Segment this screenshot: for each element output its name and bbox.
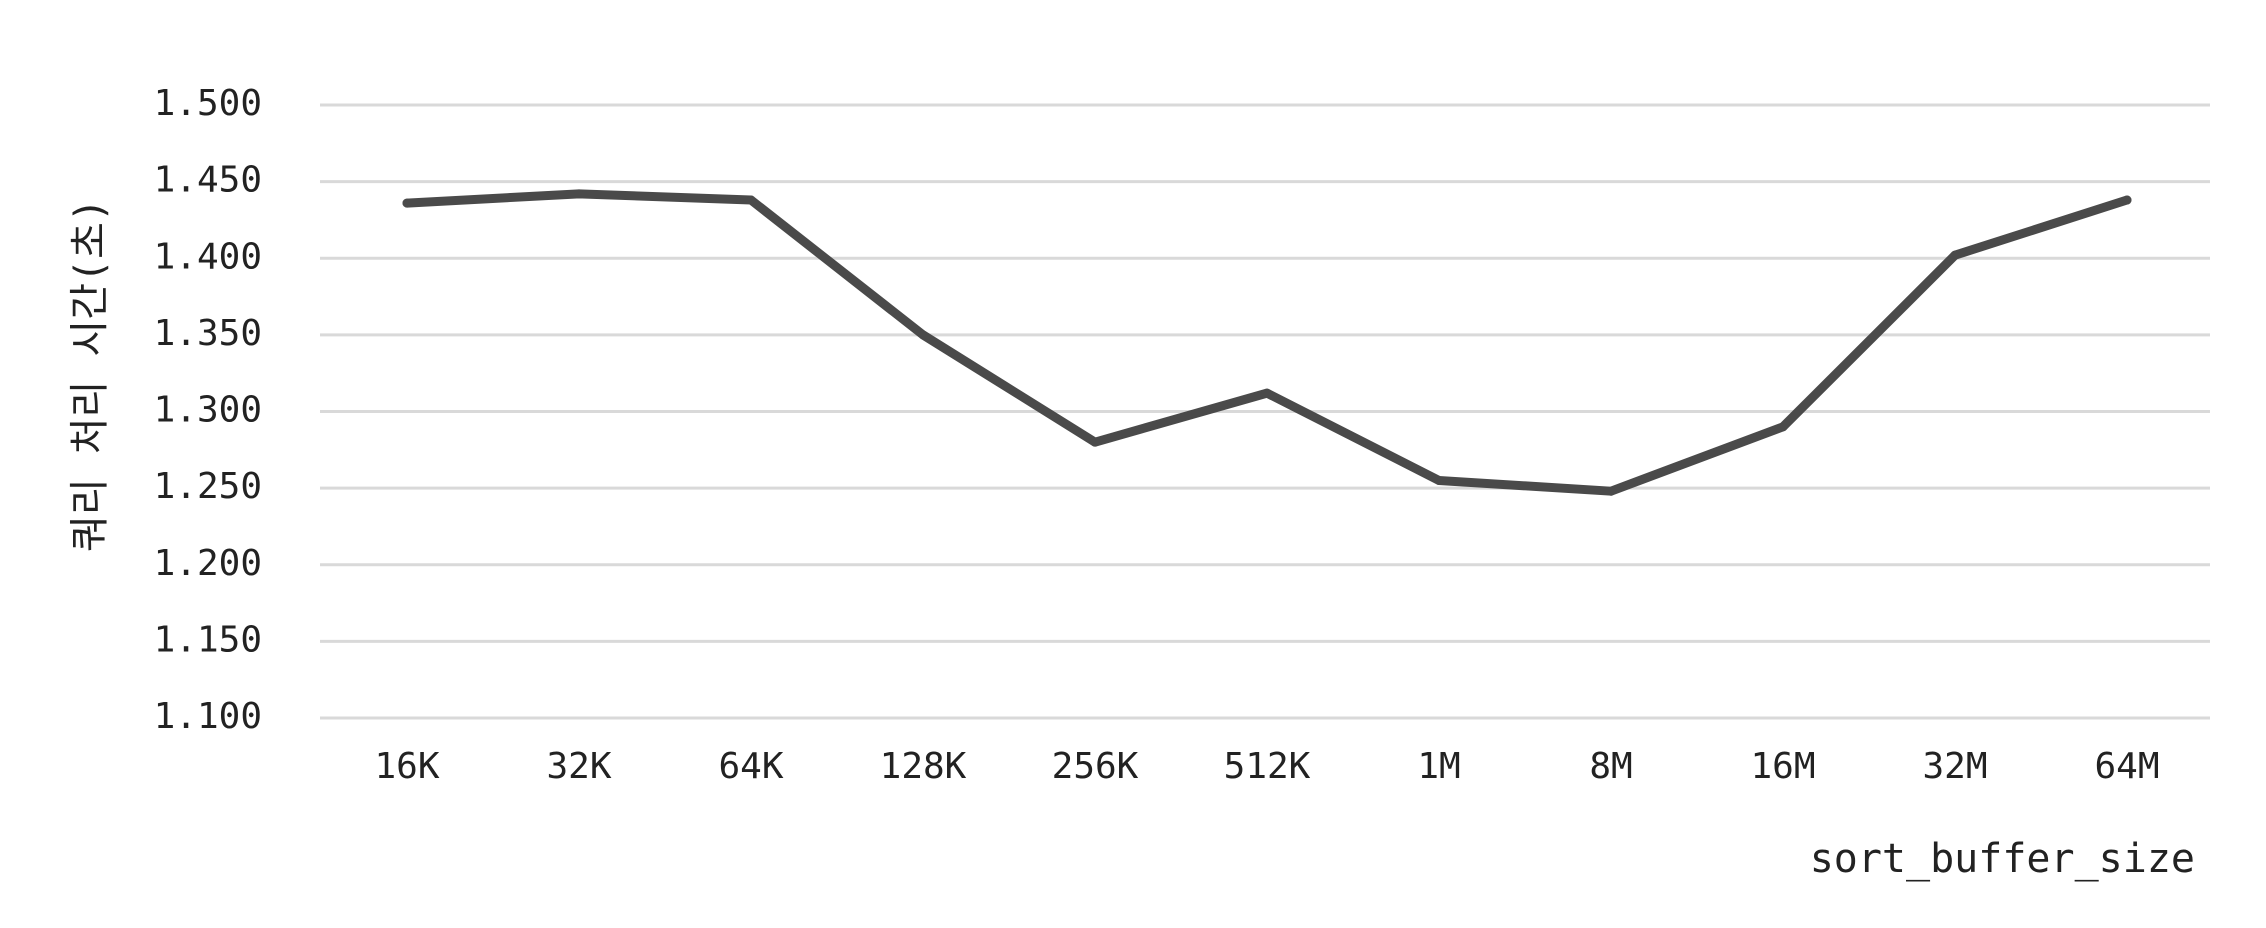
x-tick-label: 32M [1922,746,1987,787]
data-point [574,189,584,199]
y-axis-title: 쿼리 처리 시간(초) [67,198,113,552]
x-tick-label: 8M [1589,746,1632,787]
x-tick-label: 128K [880,746,967,787]
y-tick-label: 1.450 [154,160,262,201]
series-layer [402,189,2132,496]
data-point [1090,437,1100,447]
data-point [402,198,412,208]
gridlines [320,103,2210,720]
x-tick-label: 16M [1750,746,1815,787]
x-tick-label: 64M [2094,746,2159,787]
x-tick-label: 16K [374,746,439,787]
data-point [1262,388,1272,398]
y-tick-label: 1.500 [154,83,262,124]
x-tick-label: 512K [1224,746,1311,787]
y-tick-labels: 1.100 1.150 1.200 1.250 1.300 1.350 1.400 1.450… [154,83,262,737]
y-tick-label: 1.350 [154,313,262,354]
data-point [1950,250,1960,260]
y-tick-label: 1.100 [154,696,262,737]
y-tick-label: 1.300 [154,390,262,431]
x-tick-label: 256K [1052,746,1139,787]
data-point [2122,195,2132,205]
x-tick-label: 32K [546,746,611,787]
y-tick-label: 1.400 [154,236,262,277]
y-tick-label: 1.200 [154,543,262,584]
y-tick-label: 1.150 [154,619,262,660]
data-point [746,195,756,205]
x-tick-labels: 16K 32K 64K 128K 256K 512K 1M 8M 16M 32M 64M [374,746,2159,787]
data-point [918,330,928,340]
data-point [1606,486,1616,496]
x-axis-title: sort_buffer_size [1810,836,2195,882]
x-tick-label: 1M [1417,746,1460,787]
data-point [1778,422,1788,432]
data-point [1434,475,1444,485]
series-line-0 [402,189,2132,496]
x-tick-label: 64K [718,746,783,787]
y-tick-label: 1.250 [154,466,262,507]
